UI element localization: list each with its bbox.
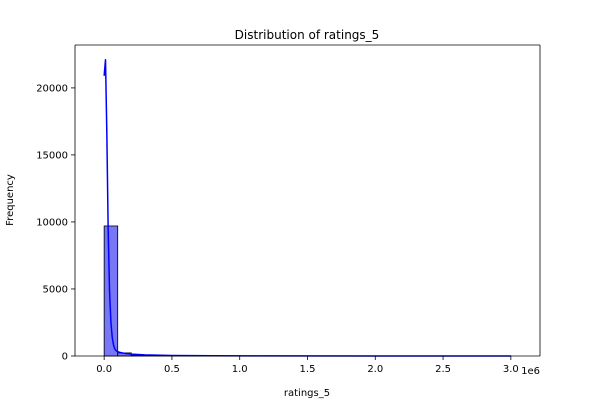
- y-tick-label: 10000: [36, 217, 68, 228]
- plot-area: 0.0 0.5 1.0 1.5 2.0 2.5 3.0 0 5000 10000 15000 200…: [36, 44, 541, 375]
- y-tick-label: 15000: [36, 150, 68, 161]
- y-axis-label: Frequency: [5, 174, 16, 226]
- x-axis-offset-label: 1e6: [521, 366, 540, 377]
- x-tick-label: 1.5: [300, 364, 316, 375]
- y-tick-label: 5000: [43, 284, 68, 295]
- x-tick-label: 2.5: [435, 364, 451, 375]
- x-tick-label: 1.0: [232, 364, 248, 375]
- x-tick-label: 0.0: [96, 364, 112, 375]
- y-axis-ticks: 0 5000 10000 15000 20000: [36, 83, 75, 363]
- x-tick-label: 2.0: [367, 364, 383, 375]
- y-tick-label: 20000: [36, 83, 68, 94]
- x-tick-label: 3.0: [503, 364, 519, 375]
- kde-curve: [103, 59, 511, 357]
- chart-title: Distribution of ratings_5: [235, 28, 380, 42]
- axes: [74, 44, 541, 357]
- y-tick-label: 0: [62, 352, 68, 363]
- x-tick-label: 0.5: [164, 364, 180, 375]
- x-axis-ticks: 0.0 0.5 1.0 1.5 2.0 2.5 3.0: [96, 356, 519, 375]
- histogram-bar: [103, 225, 119, 357]
- x-axis-label: ratings_5: [284, 388, 330, 399]
- histogram-bars: [103, 225, 512, 357]
